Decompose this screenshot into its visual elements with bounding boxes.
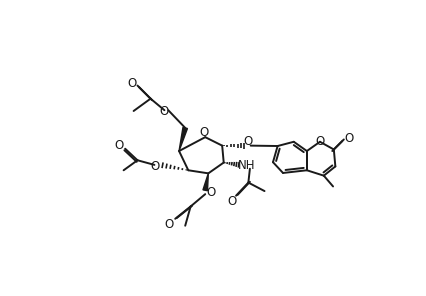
Polygon shape	[179, 127, 187, 151]
Text: O: O	[227, 194, 237, 207]
Text: O: O	[199, 126, 208, 139]
Text: O: O	[315, 134, 325, 147]
Text: O: O	[127, 77, 137, 90]
Text: O: O	[159, 105, 168, 118]
Text: O: O	[150, 160, 160, 173]
Text: O: O	[206, 186, 215, 199]
Text: O: O	[114, 139, 124, 152]
Text: O: O	[345, 132, 354, 145]
Polygon shape	[203, 173, 208, 191]
Text: O: O	[244, 135, 253, 148]
Text: NH: NH	[238, 159, 256, 172]
Text: O: O	[164, 218, 174, 231]
